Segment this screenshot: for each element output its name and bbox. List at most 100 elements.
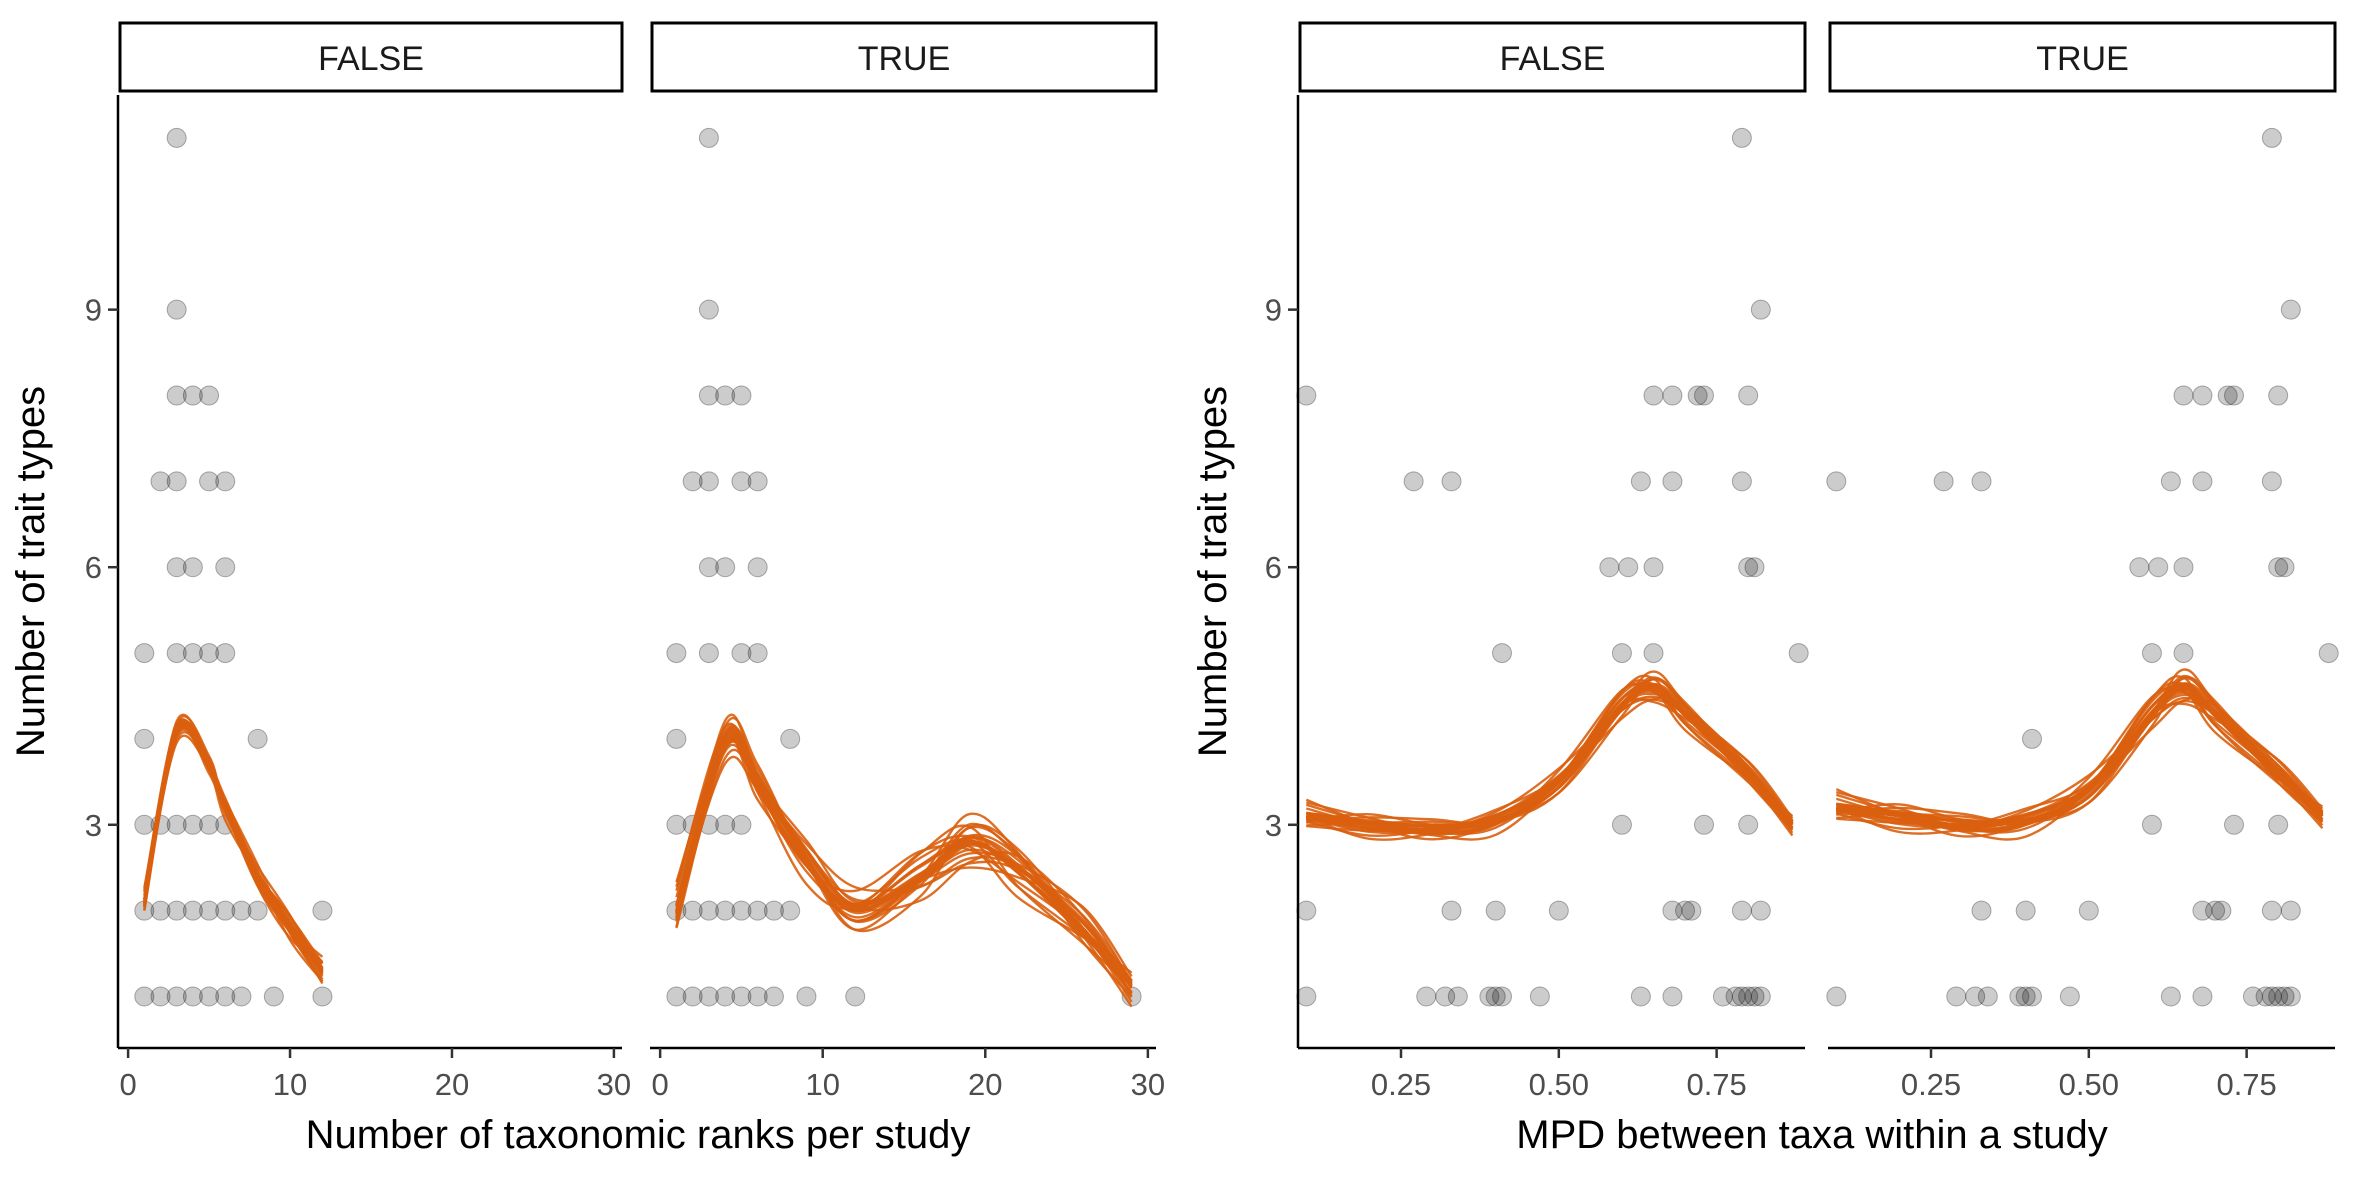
data-point [2217, 385, 2238, 406]
data-point [2280, 900, 2301, 921]
data-point [2015, 986, 2036, 1007]
y-tick-label: 9 [1265, 293, 1282, 328]
data-point [2192, 471, 2213, 492]
x-axis-title: MPD between taxa within a study [1516, 1113, 2107, 1157]
data-point [698, 557, 719, 578]
data-point [747, 557, 768, 578]
data-point [166, 299, 187, 320]
data-point [2318, 643, 2339, 664]
data-point [1441, 900, 1462, 921]
fitted-curve [1306, 696, 1794, 832]
facet-strip [1828, 21, 2337, 93]
fitted-curve [143, 728, 324, 974]
data-point [2205, 900, 2226, 921]
fitted-curve [1306, 676, 1794, 829]
data-point [1435, 986, 1456, 1007]
data-point [1662, 900, 1683, 921]
fitted-curve [1306, 690, 1794, 833]
fitted-curve [675, 740, 1133, 986]
data-point [845, 986, 866, 1007]
x-tick-label: 0 [652, 1067, 669, 1102]
data-point [731, 900, 752, 921]
data-point [1738, 557, 1759, 578]
fitted-curve [1306, 698, 1794, 834]
data-point [698, 643, 719, 664]
data-point [1681, 900, 1702, 921]
data-point [2173, 385, 2194, 406]
data-point [2009, 986, 2030, 1007]
data-point [182, 900, 203, 921]
data-point [715, 900, 736, 921]
data-point [1725, 986, 1746, 1007]
data-point [2173, 643, 2194, 664]
data-point [2059, 986, 2080, 1007]
data-point [1630, 986, 1651, 1007]
chart-2: 3 6 9 Number of trait types MPD between taxa… [1191, 21, 2339, 1157]
data-point [1738, 814, 1759, 835]
data-point [1971, 471, 1992, 492]
data-point [2268, 814, 2289, 835]
data-point [666, 986, 687, 1007]
data-point [796, 986, 817, 1007]
data-point [199, 643, 220, 664]
data-point [1750, 986, 1771, 1007]
facet-strip [118, 21, 624, 93]
data-point [1643, 643, 1664, 664]
data-point [1750, 299, 1771, 320]
data-point [2192, 986, 2213, 1007]
data-point [1662, 986, 1683, 1007]
data-point [2160, 471, 2181, 492]
data-point [698, 127, 719, 148]
data-point [166, 643, 187, 664]
x-tick-label: 0.50 [2059, 1067, 2119, 1102]
data-point [666, 643, 687, 664]
data-point [199, 471, 220, 492]
y-tick-label: 6 [1265, 550, 1282, 585]
data-point [1933, 471, 1954, 492]
data-point [150, 471, 171, 492]
data-point [698, 385, 719, 406]
data-point [2192, 385, 2213, 406]
fitted-curve [675, 740, 1133, 989]
data-point [150, 900, 171, 921]
fitted-curve [1306, 687, 1794, 831]
data-point [1416, 986, 1437, 1007]
fitted-curve [1306, 688, 1794, 835]
x-tick-label: 20 [968, 1067, 1002, 1102]
data-point [1946, 986, 1967, 1007]
facet-strip-label: FALSE [318, 40, 424, 78]
data-point [2224, 385, 2244, 406]
data-point [2255, 986, 2276, 1007]
data-point [1675, 900, 1696, 921]
data-point [1826, 471, 1847, 492]
data-point [134, 986, 155, 1007]
x-tick-label: 10 [273, 1067, 307, 1102]
data-point [1731, 986, 1752, 1007]
data-point [1965, 986, 1986, 1007]
data-point [182, 385, 203, 406]
data-point [199, 385, 220, 406]
data-point [1403, 471, 1424, 492]
data-point [698, 986, 719, 1007]
data-point [1731, 471, 1752, 492]
data-point [215, 643, 236, 664]
data-point [1971, 900, 1992, 921]
fitted-curve [1306, 695, 1794, 832]
data-point [1977, 986, 1998, 1007]
fitted-curve [1836, 674, 2324, 826]
data-point [263, 986, 284, 1007]
data-point [182, 986, 203, 1007]
x-tick-label: 0.75 [1686, 1067, 1746, 1102]
data-point [747, 986, 768, 1007]
data-point [1492, 986, 1512, 1007]
data-point [2268, 385, 2289, 406]
data-point [166, 557, 187, 578]
data-point [134, 814, 155, 835]
data-point [731, 986, 752, 1007]
data-point [682, 471, 703, 492]
x-tick-label: 0.25 [1901, 1067, 1961, 1102]
data-point [747, 900, 768, 921]
data-point [312, 900, 333, 921]
y-tick-label: 9 [85, 293, 102, 328]
fitted-curve [1306, 685, 1794, 835]
